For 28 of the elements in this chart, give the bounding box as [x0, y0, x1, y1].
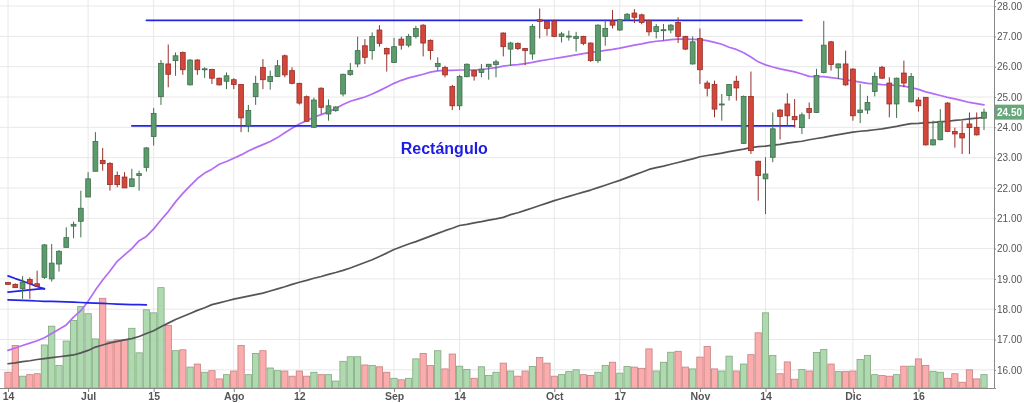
x-tick-label: Dic: [845, 390, 862, 403]
y-tick-label: 16.00: [997, 364, 1023, 376]
y-tick-label: 20.00: [997, 243, 1023, 255]
y-tick-label: 17.00: [997, 334, 1023, 346]
x-tick-label: 15: [148, 390, 161, 403]
annotation: Rectángulo: [400, 140, 489, 158]
y-tick-label: 23.00: [997, 152, 1023, 164]
x-tick-label: Nov: [690, 390, 711, 403]
y-tick-label: 25.00: [997, 91, 1023, 103]
y-tick-label: 28.00: [997, 0, 1023, 12]
x-tick-label: 16: [913, 390, 925, 403]
x-tick-label: 12: [294, 390, 306, 403]
x-tick-label: Jul: [81, 390, 97, 403]
y-tick-label: 22.00: [997, 182, 1023, 194]
x-tick-label: Oct: [546, 390, 565, 403]
x-tick-label: 17: [614, 390, 627, 403]
y-tick-label: 24.00: [997, 122, 1023, 134]
x-tick-label: 14: [2, 390, 15, 403]
y-tick-label: 19.00: [997, 273, 1023, 285]
x-tick-label: 14: [760, 390, 772, 403]
x-tick-label: Ago: [224, 390, 245, 403]
x-tick-label: 14: [454, 390, 467, 403]
y-tick-label: 27.00: [997, 31, 1023, 43]
x-tick-label: Sep: [384, 390, 405, 403]
annotation: 24.50: [996, 106, 1023, 118]
y-tick-label: 18.00: [997, 303, 1023, 315]
y-tick-label: 26.00: [997, 61, 1023, 73]
y-tick-label: 21.00: [997, 212, 1023, 224]
